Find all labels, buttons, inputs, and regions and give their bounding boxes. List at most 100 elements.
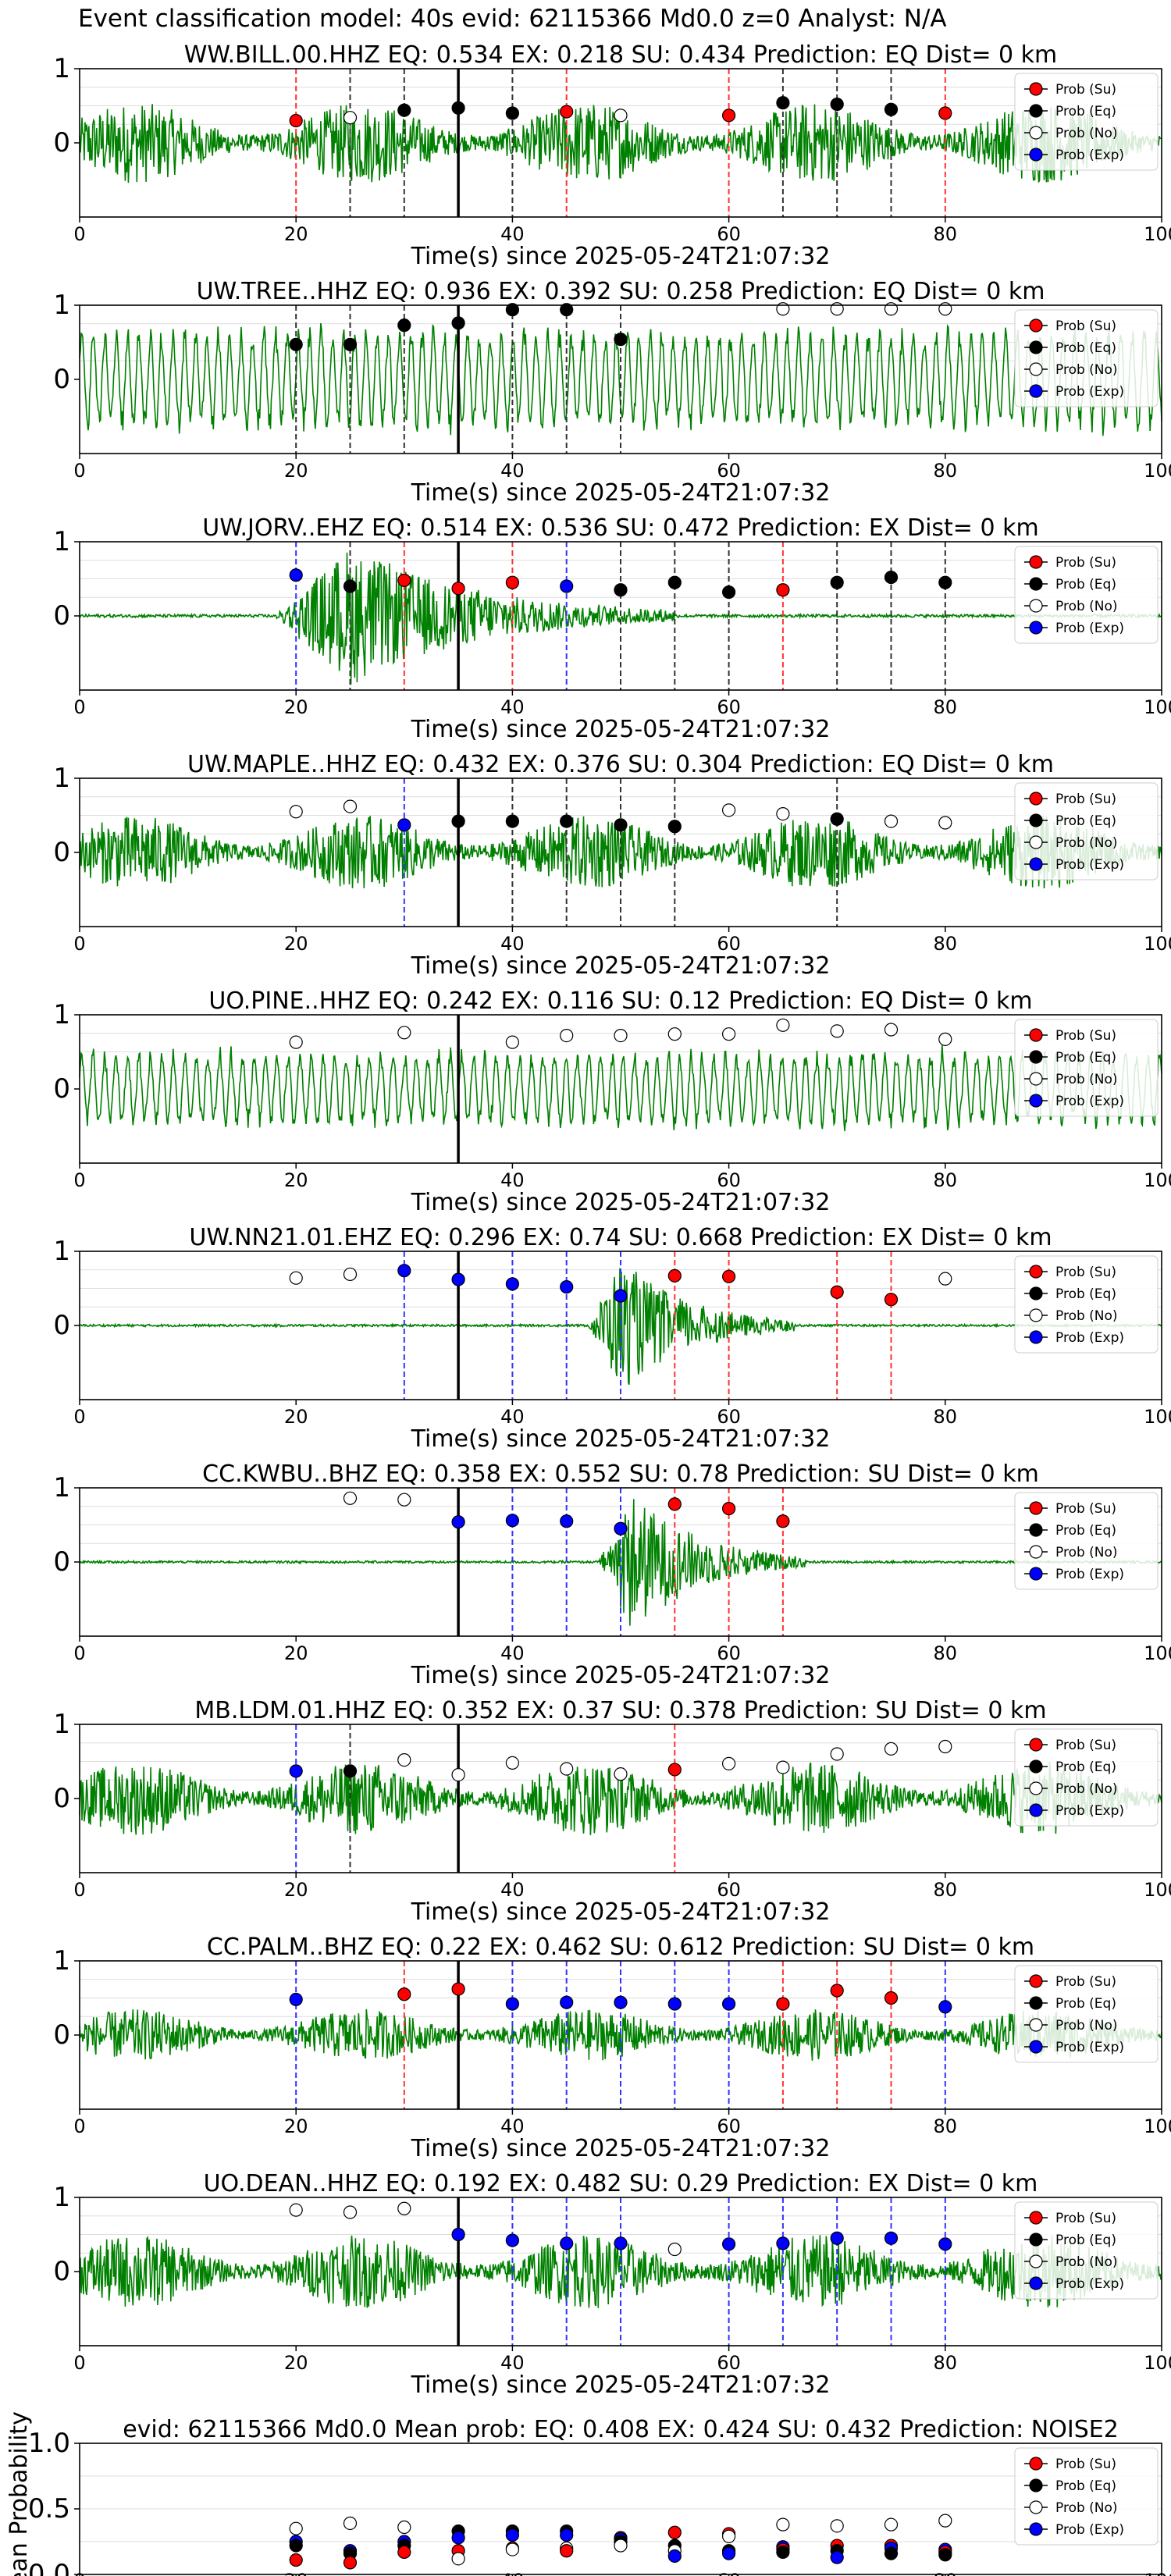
x-tick-label: 40 — [500, 1642, 525, 1664]
legend-marker — [1029, 1759, 1043, 1774]
legend-marker — [1029, 362, 1043, 376]
prob-point — [938, 575, 952, 589]
legend-marker — [1029, 318, 1043, 333]
legend-marker — [1029, 1265, 1043, 1279]
legend-label: Prob (Exp) — [1055, 384, 1124, 400]
prob-point — [884, 2517, 899, 2532]
legend: Prob (Su) Prob (Eq) Prob (No) Prob (Exp) — [1014, 2201, 1159, 2300]
prob-point — [776, 302, 790, 316]
prob-point — [667, 2525, 682, 2539]
legend-label: Prob (Eq) — [1055, 1286, 1116, 1302]
legend-label: Prob (Eq) — [1055, 1523, 1116, 1539]
legend-marker — [1029, 1330, 1043, 1344]
y-tick-label: 0 — [53, 2019, 70, 2051]
subplot-title: evid: 62115366 Md0.0 Mean prob: EQ: 0.40… — [123, 2416, 1119, 2443]
prob-point — [614, 1521, 628, 1535]
subplot-10: UO.DEAN..HHZ EQ: 0.192 EX: 0.482 SU: 0.2… — [53, 2170, 1171, 2399]
prob-point — [830, 812, 844, 826]
y-tick-label: 1 — [53, 526, 70, 557]
prob-point — [884, 1991, 899, 2005]
x-tick-label: 0 — [73, 2352, 85, 2374]
prob-point — [397, 573, 411, 588]
prob-point — [343, 2556, 358, 2570]
subplot-title: UO.PINE..HHZ EQ: 0.242 EX: 0.116 SU: 0.1… — [208, 987, 1032, 1015]
prob-point — [397, 103, 411, 117]
legend-box — [1014, 782, 1159, 881]
subplot-3: UW.JORV..EHZ EQ: 0.514 EX: 0.536 SU: 0.4… — [53, 514, 1171, 743]
y-tick-label: 0 — [53, 600, 70, 632]
legend-label: Prob (Su) — [1055, 1265, 1116, 1280]
x-tick-label: 40 — [500, 1169, 525, 1191]
prob-point — [884, 570, 899, 585]
prob-point — [560, 1028, 574, 1043]
x-tick-label: 60 — [717, 2115, 741, 2137]
y-tick-label: 0 — [53, 1310, 70, 1341]
legend-marker — [1029, 813, 1043, 827]
prob-point — [505, 1035, 520, 1049]
x-tick-label: 60 — [717, 1406, 741, 1428]
y-tick-label: 1 — [53, 999, 70, 1030]
x-tick-label: 40 — [500, 1406, 525, 1428]
subplot-title: CC.KWBU..BHZ EQ: 0.358 EX: 0.552 SU: 0.7… — [202, 1461, 1039, 1488]
prob-point — [505, 2542, 520, 2556]
legend-marker — [1029, 340, 1043, 354]
legend-label: Prob (Eq) — [1055, 1759, 1116, 1775]
legend-label: Prob (Exp) — [1055, 2040, 1124, 2055]
x-tick-label: 0 — [73, 1169, 85, 1191]
x-axis-label: Time(s) since 2025-05-24T21:07:32 — [411, 952, 831, 980]
legend-label: Prob (Eq) — [1055, 1050, 1116, 1066]
legend-marker — [1029, 126, 1043, 140]
prob-point — [614, 1028, 628, 1043]
x-axis-label: Time(s) since 2025-05-24T21:07:32 — [411, 1425, 831, 1453]
prob-point — [343, 579, 358, 593]
legend: Prob (Su) Prob (Eq) Prob (No) Prob (Exp) — [1014, 1492, 1159, 1590]
prob-point — [397, 818, 411, 832]
legend-marker — [1029, 384, 1043, 398]
legend-marker — [1029, 621, 1043, 635]
legend-marker — [1029, 2457, 1043, 2471]
prob-point — [830, 2519, 844, 2533]
subplot-5: UO.PINE..HHZ EQ: 0.242 EX: 0.116 SU: 0.1… — [53, 987, 1171, 1216]
y-tick-label: 1 — [53, 53, 70, 84]
x-tick-label: 20 — [284, 1169, 308, 1191]
x-tick-label: 40 — [500, 223, 525, 245]
legend-label: Prob (No) — [1055, 1308, 1118, 1324]
legend-marker — [1029, 2276, 1043, 2290]
legend-label: Prob (No) — [1055, 2018, 1118, 2033]
prob-point — [560, 1514, 574, 1528]
legend-marker — [1029, 835, 1043, 849]
legend: Prob (Su) Prob (Eq) Prob (No) Prob (Exp) — [1014, 1255, 1159, 1354]
prob-point — [938, 2514, 952, 2528]
legend-marker — [1029, 2233, 1043, 2247]
x-tick-label: 100 — [1144, 1169, 1171, 1191]
x-tick-label: 20 — [284, 1642, 308, 1664]
x-tick-label: 0 — [73, 1879, 85, 1901]
legend-label: Prob (Su) — [1055, 555, 1116, 571]
prob-point — [343, 2205, 358, 2219]
prob-point — [938, 302, 952, 316]
legend-label: Prob (No) — [1055, 599, 1118, 614]
legend: Prob (Su) Prob (Eq) Prob (No) Prob (Exp) — [1014, 2447, 1159, 2546]
x-tick-label: 60 — [717, 933, 741, 955]
x-tick-label: 0 — [73, 696, 85, 718]
x-tick-label: 80 — [934, 2352, 958, 2374]
x-tick-label: 60 — [717, 2352, 741, 2374]
y-tick-label: 0 — [53, 364, 70, 395]
x-tick-label: 40 — [500, 696, 525, 718]
legend-marker — [1029, 1094, 1043, 1108]
prob-point — [560, 1762, 574, 1776]
legend-marker — [1029, 2040, 1043, 2054]
y-tick-label: 1 — [53, 1472, 70, 1503]
prob-point — [830, 1984, 844, 1998]
x-tick-label: 20 — [284, 2352, 308, 2374]
legend-box — [1014, 1492, 1159, 1590]
legend-label: Prob (Eq) — [1055, 2233, 1116, 2248]
x-tick-label: 80 — [934, 1169, 958, 1191]
x-tick-label: 60 — [717, 696, 741, 718]
x-tick-label: 20 — [284, 696, 308, 718]
legend-marker — [1029, 1072, 1043, 1086]
prob-point — [667, 1268, 682, 1283]
prob-point — [451, 1515, 465, 1529]
prob-point — [289, 1764, 303, 1778]
prob-point — [289, 2539, 303, 2553]
